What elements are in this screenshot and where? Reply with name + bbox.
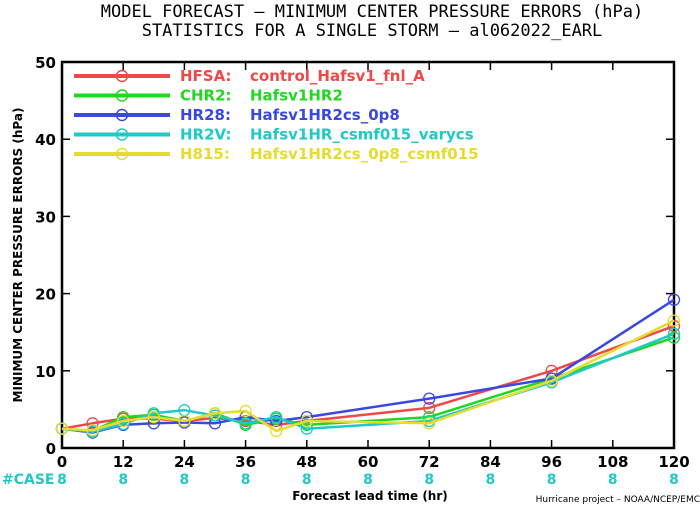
legend-marker <box>115 147 129 161</box>
series-point <box>208 417 222 430</box>
case-counts: 8 8 8 8 8 8 8 8 8 8 8 <box>57 472 679 488</box>
case-count: 8 <box>302 472 312 488</box>
legend-desc: Hafsv1HR_csmf015_varycs <box>250 126 474 144</box>
x-axis-label: Forecast lead time (hr) <box>292 489 448 503</box>
case-count: 8 <box>608 472 618 488</box>
legend-name: HR2V: <box>180 126 231 144</box>
series-point <box>545 374 558 387</box>
series-point <box>147 410 160 424</box>
series-point <box>667 331 681 344</box>
series-point <box>86 417 99 430</box>
series-point <box>270 410 283 424</box>
x-tick-label: 24 <box>174 453 195 471</box>
series-point <box>423 417 436 430</box>
case-count: 8 <box>363 472 373 488</box>
series-point <box>423 401 436 415</box>
series-point <box>208 407 222 420</box>
series-point <box>86 424 99 437</box>
y-tick-label: 40 <box>35 131 56 149</box>
legend-name: H815: <box>180 145 230 163</box>
series-point <box>667 293 681 306</box>
x-tick-label: 108 <box>597 453 628 471</box>
series-point <box>423 392 436 405</box>
y-tick-label: 50 <box>35 54 56 72</box>
y-tick-label: 20 <box>35 286 56 304</box>
x-tick-label: 120 <box>658 453 689 471</box>
legend-name: CHR2: <box>180 87 232 105</box>
series-point <box>270 414 283 428</box>
series-point <box>300 418 313 431</box>
case-count: 8 <box>180 472 190 488</box>
series-point <box>300 414 313 428</box>
series-point <box>667 327 681 340</box>
legend-marker <box>115 128 129 141</box>
y-axis-label: MINIMUM CENTER PRESSURE ERRORS (hPa) <box>11 108 25 403</box>
series-point <box>55 422 69 435</box>
legend-marker <box>115 89 129 102</box>
y-tick-label: 10 <box>35 363 56 381</box>
series-point <box>117 414 130 428</box>
x-tick-label: 60 <box>358 453 379 471</box>
y-tick-label: 30 <box>35 208 56 226</box>
y-axis-ticks: 0 10 20 30 40 50 <box>35 54 674 458</box>
series-point <box>300 422 313 435</box>
legend-name: HR28: <box>180 106 231 124</box>
legend-marker <box>115 69 129 83</box>
case-count: 8 <box>57 472 67 488</box>
chart-title-line1: MODEL FORECAST – MINIMUM CENTER PRESSURE… <box>101 2 643 22</box>
chart-title-line2: STATISTICS FOR A SINGLE STORM – al062022… <box>142 21 603 41</box>
series-group <box>55 293 681 439</box>
case-count: 8 <box>118 472 128 488</box>
series-point <box>117 417 130 431</box>
series-point <box>117 410 130 424</box>
series-point <box>270 424 283 438</box>
case-label: #CASE <box>2 472 55 488</box>
x-tick-label: 72 <box>419 453 440 471</box>
case-count: 8 <box>241 472 251 488</box>
legend-marker <box>115 108 129 122</box>
case-count: 8 <box>547 472 557 488</box>
case-count: 8 <box>424 472 434 488</box>
series-point <box>239 417 252 430</box>
x-tick-label: 0 <box>57 453 67 471</box>
legend-desc: control_Hafsv1_fnl_A <box>250 67 425 85</box>
y-tick-label: 0 <box>46 440 56 458</box>
legend-name: HFSA: <box>180 67 232 85</box>
x-tick-label: 84 <box>480 453 501 471</box>
x-tick-label: 48 <box>296 453 317 471</box>
credit-text: Hurricane project – NOAA/NCEP/EMC <box>536 495 700 505</box>
legend-desc: Hafsv1HR2 <box>250 87 343 105</box>
series-point <box>667 314 681 327</box>
series-point <box>147 407 160 420</box>
case-count: 8 <box>486 472 496 488</box>
x-axis-ticks: 0 12 24 36 48 60 72 84 96 108 120 <box>57 62 690 471</box>
x-tick-label: 36 <box>235 453 256 471</box>
series-point <box>178 414 191 428</box>
series-point <box>239 404 252 418</box>
legend-desc: Hafsv1HR2cs_0p8 <box>250 106 400 124</box>
x-tick-label: 96 <box>541 453 562 471</box>
case-count: 8 <box>669 472 679 488</box>
x-tick-label: 12 <box>113 453 134 471</box>
legend-desc: Hafsv1HR2cs_0p8_csmf015 <box>250 145 479 163</box>
